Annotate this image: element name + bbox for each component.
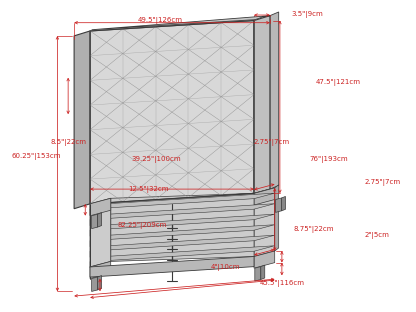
Polygon shape [90,203,111,215]
Polygon shape [261,265,265,280]
Text: 49.5"|126cm: 49.5"|126cm [138,17,183,24]
Polygon shape [254,251,275,268]
Polygon shape [90,256,254,277]
Text: 3.5"|9cm: 3.5"|9cm [292,11,324,18]
Polygon shape [90,214,275,230]
Text: 82.25"|209cm: 82.25"|209cm [118,222,167,229]
Polygon shape [90,193,254,204]
Polygon shape [90,198,111,216]
Polygon shape [270,12,279,189]
Text: 2"|5cm: 2"|5cm [365,232,389,239]
Polygon shape [111,193,254,261]
Polygon shape [254,188,275,205]
Polygon shape [98,213,102,227]
Polygon shape [254,16,270,193]
Text: 2.75"|7cm: 2.75"|7cm [365,179,401,187]
Polygon shape [90,235,111,247]
Polygon shape [90,235,275,251]
Polygon shape [254,188,275,256]
Polygon shape [90,246,275,262]
Text: 8.5"|22cm: 8.5"|22cm [50,139,86,146]
Polygon shape [90,204,275,220]
Polygon shape [90,198,111,267]
Polygon shape [275,198,282,212]
Polygon shape [90,246,111,257]
Polygon shape [90,21,254,204]
Text: 60.25"|153cm: 60.25"|153cm [12,153,61,159]
Polygon shape [92,277,98,291]
Polygon shape [92,16,270,30]
Polygon shape [90,261,111,279]
Text: 4"|10cm: 4"|10cm [210,264,240,271]
Polygon shape [92,214,98,229]
Text: 39.25"|100cm: 39.25"|100cm [132,156,181,163]
Text: 2.75"|7cm: 2.75"|7cm [254,139,290,146]
Polygon shape [74,31,90,209]
Text: 45.5"|116cm: 45.5"|116cm [259,280,305,287]
Text: 47.5"|121cm: 47.5"|121cm [316,79,361,86]
Polygon shape [90,256,111,268]
Polygon shape [255,267,261,281]
Polygon shape [282,197,285,211]
Polygon shape [90,193,275,209]
Polygon shape [90,225,111,236]
Polygon shape [98,275,102,290]
Polygon shape [90,214,111,226]
Text: 12.5"|32cm: 12.5"|32cm [129,186,169,193]
Text: 8.75"|22cm: 8.75"|22cm [294,226,334,233]
Text: 76"|193cm: 76"|193cm [309,156,347,163]
Polygon shape [90,225,275,241]
Polygon shape [275,185,279,251]
